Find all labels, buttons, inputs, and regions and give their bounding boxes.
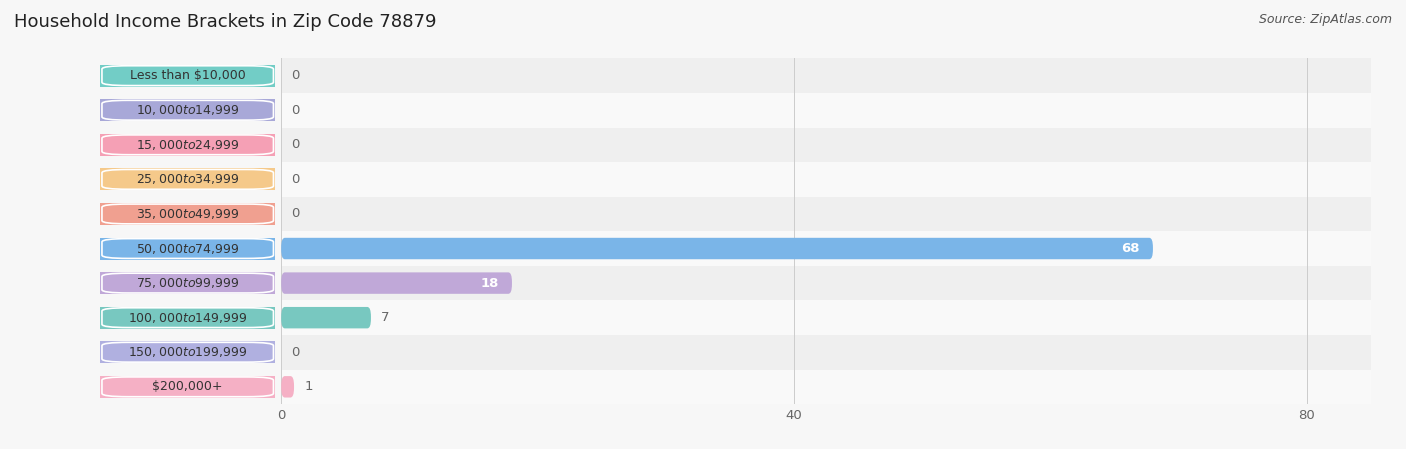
Text: $10,000 to $14,999: $10,000 to $14,999 <box>136 103 239 117</box>
Text: 0: 0 <box>291 138 299 151</box>
Text: 7: 7 <box>381 311 389 324</box>
Bar <box>281 93 1371 128</box>
Text: 0: 0 <box>291 69 299 82</box>
Bar <box>281 128 1371 162</box>
FancyBboxPatch shape <box>103 135 273 155</box>
FancyBboxPatch shape <box>281 238 1153 259</box>
Text: $100,000 to $149,999: $100,000 to $149,999 <box>128 311 247 325</box>
Text: $50,000 to $74,999: $50,000 to $74,999 <box>136 242 239 255</box>
Text: 0: 0 <box>291 104 299 117</box>
Bar <box>281 197 1371 231</box>
Text: $75,000 to $99,999: $75,000 to $99,999 <box>136 276 239 290</box>
FancyBboxPatch shape <box>281 307 371 328</box>
Text: 0: 0 <box>291 173 299 186</box>
Bar <box>281 335 1371 370</box>
Text: $35,000 to $49,999: $35,000 to $49,999 <box>136 207 239 221</box>
Bar <box>281 266 1371 300</box>
Text: $15,000 to $24,999: $15,000 to $24,999 <box>136 138 239 152</box>
Bar <box>281 58 1371 93</box>
Text: 0: 0 <box>291 346 299 359</box>
Text: 0: 0 <box>291 207 299 220</box>
FancyBboxPatch shape <box>103 377 273 397</box>
Bar <box>281 231 1371 266</box>
Text: $200,000+: $200,000+ <box>152 380 224 393</box>
FancyBboxPatch shape <box>103 204 273 224</box>
FancyBboxPatch shape <box>281 376 294 397</box>
Text: Household Income Brackets in Zip Code 78879: Household Income Brackets in Zip Code 78… <box>14 13 436 31</box>
Text: 18: 18 <box>481 277 499 290</box>
FancyBboxPatch shape <box>103 308 273 328</box>
Bar <box>281 370 1371 404</box>
Text: Source: ZipAtlas.com: Source: ZipAtlas.com <box>1258 13 1392 26</box>
Text: $150,000 to $199,999: $150,000 to $199,999 <box>128 345 247 359</box>
Text: $25,000 to $34,999: $25,000 to $34,999 <box>136 172 239 186</box>
Bar <box>281 300 1371 335</box>
Text: 1: 1 <box>304 380 312 393</box>
FancyBboxPatch shape <box>103 66 273 86</box>
FancyBboxPatch shape <box>103 273 273 293</box>
FancyBboxPatch shape <box>103 342 273 362</box>
FancyBboxPatch shape <box>103 100 273 120</box>
Bar <box>281 162 1371 197</box>
Text: Less than $10,000: Less than $10,000 <box>129 69 246 82</box>
FancyBboxPatch shape <box>103 238 273 259</box>
FancyBboxPatch shape <box>281 273 512 294</box>
Text: 68: 68 <box>1122 242 1140 255</box>
FancyBboxPatch shape <box>103 169 273 189</box>
